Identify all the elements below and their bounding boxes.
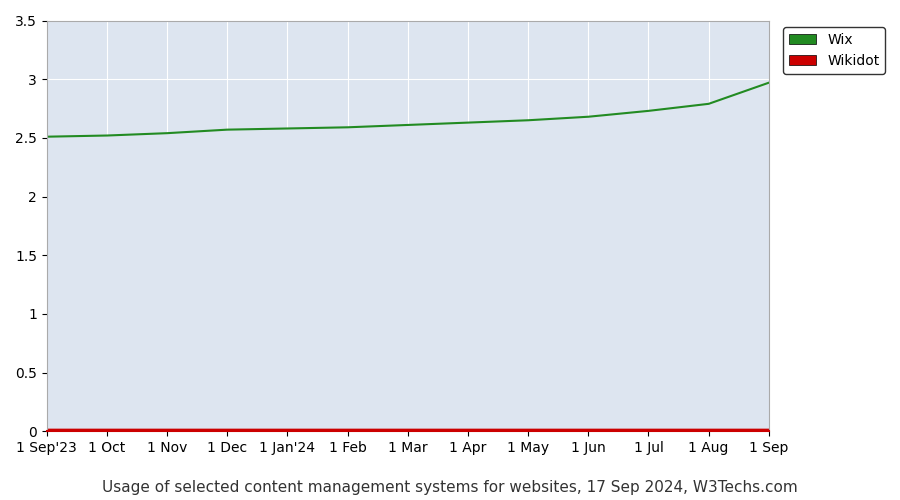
Legend: Wix, Wikidot: Wix, Wikidot [783, 28, 886, 74]
Text: Usage of selected content management systems for websites, 17 Sep 2024, W3Techs.: Usage of selected content management sys… [102, 480, 798, 495]
